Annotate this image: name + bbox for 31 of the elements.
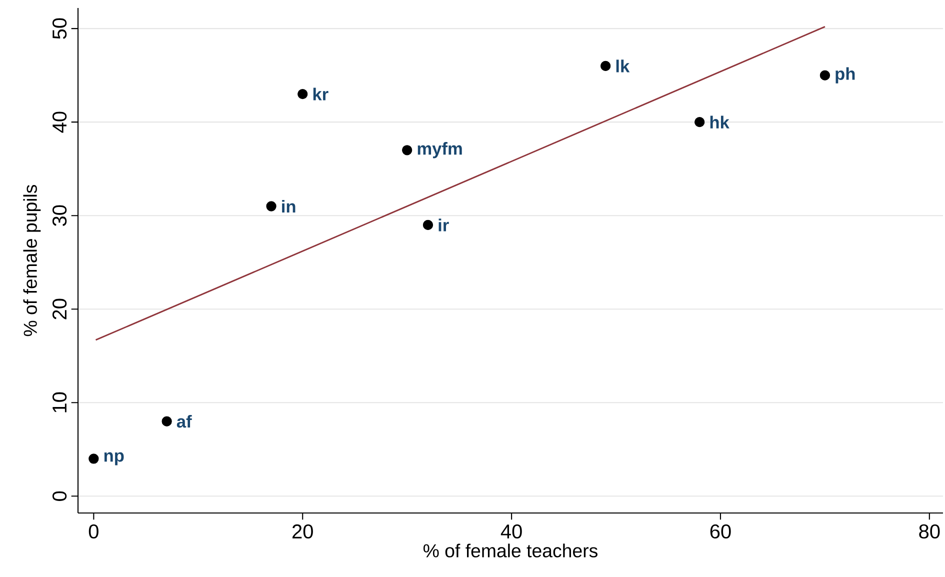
annotation: hk (710, 116, 730, 128)
point (266, 201, 276, 212)
point (600, 60, 611, 72)
x-tick-label: 20 (292, 524, 313, 539)
y-tick-label: 30 (52, 205, 67, 226)
point (422, 220, 434, 230)
annotation: kr (313, 88, 328, 100)
point (298, 88, 308, 100)
y-tick-label: 50 (52, 18, 67, 39)
annotation: af (176, 414, 192, 428)
x-tick-label: 0 (88, 524, 98, 539)
point (162, 416, 172, 426)
annotation: myfm (418, 142, 462, 158)
x-axis-title: % of female teachers (424, 544, 598, 558)
y-axis-title: % of female pupils (23, 184, 41, 336)
y-tick-label: 40 (52, 112, 67, 133)
annotation: in (282, 200, 296, 213)
annotation: ir (438, 218, 449, 232)
y-tick-label: 20 (52, 298, 67, 320)
point (820, 70, 830, 80)
x-tick-label: 40 (500, 524, 522, 539)
annotation: np (104, 452, 124, 466)
y-tick-label: 10 (52, 392, 67, 412)
point (694, 117, 705, 128)
annotation: lk (616, 60, 630, 72)
y-tick-label: 0 (52, 491, 67, 501)
x-tick-label: 80 (919, 524, 940, 539)
annotation: ph (836, 67, 855, 84)
x-tick-label: 60 (710, 524, 731, 539)
point (88, 454, 99, 464)
point (402, 145, 412, 156)
